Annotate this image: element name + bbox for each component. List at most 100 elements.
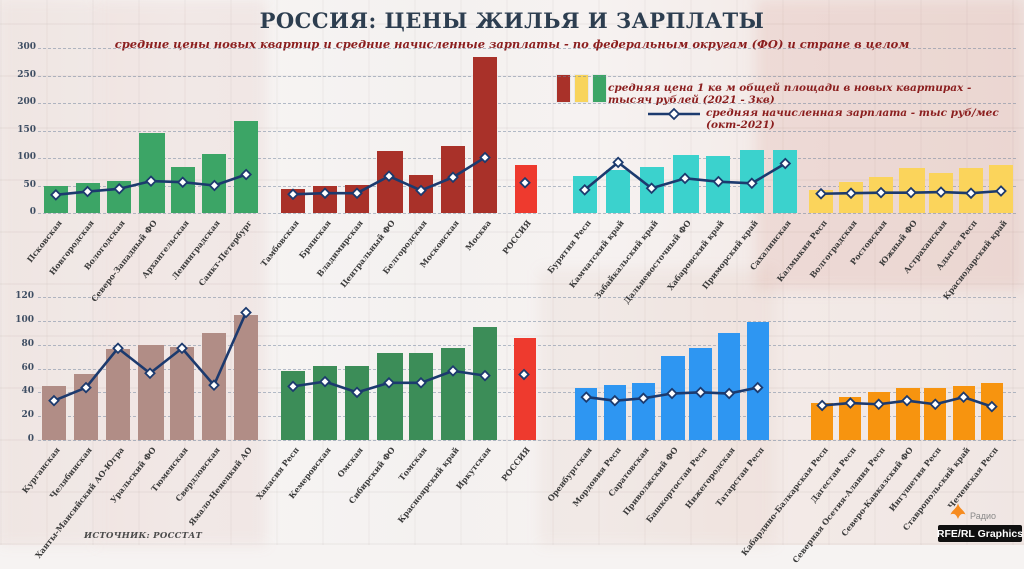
salary-line-siberia	[287, 365, 491, 399]
salary-marker	[319, 187, 331, 200]
salary-marker	[208, 379, 220, 392]
price-bar	[441, 348, 465, 440]
page-title: РОССИЯ: ЦЕНЫ ЖИЛЬЯ И ЗАРПЛАТЫ	[259, 8, 765, 33]
legend-salary-swatch	[648, 107, 700, 121]
legend-bar-swatch	[592, 74, 607, 103]
bar-group-fareast	[568, 48, 802, 213]
salary-line-fareast	[578, 156, 792, 196]
bar-group-russia-bottom	[514, 297, 536, 440]
salary-marker	[80, 381, 92, 394]
bar-group-caucasus	[808, 297, 1006, 440]
salary-line-russia-bottom	[518, 368, 530, 381]
price-bar	[139, 133, 165, 213]
bar-group-russia-top	[515, 48, 537, 213]
price-bar	[473, 57, 497, 213]
salary-line-russia-top	[519, 176, 531, 189]
price-bar	[606, 170, 631, 213]
bar-group-south	[806, 48, 1016, 213]
salary-marker	[351, 386, 363, 399]
rferl-torch-icon	[950, 503, 966, 519]
salary-marker	[723, 387, 736, 400]
salary-marker	[479, 151, 491, 164]
salary-marker	[712, 175, 725, 188]
salary-marker	[751, 381, 764, 394]
salary-marker	[935, 186, 947, 198]
salary-marker	[844, 397, 857, 409]
salary-marker	[645, 182, 658, 195]
price-bar	[170, 347, 194, 440]
credit-text: RFE/RL Graphics	[936, 527, 1024, 540]
bar-group-northwest	[40, 48, 262, 213]
salary-marker	[81, 185, 94, 198]
price-bar	[473, 326, 497, 440]
y-axis-tick: 20	[21, 410, 34, 421]
price-bar	[718, 332, 741, 440]
price-bar	[138, 345, 164, 440]
page-subtitle: средние цены новых квартир и средние нач…	[114, 37, 910, 51]
price-bar	[409, 353, 433, 440]
salary-marker	[901, 394, 913, 407]
legend-salary-label: средняя начисленная зарплата - тыс руб/м…	[706, 107, 999, 131]
salary-marker	[208, 179, 221, 192]
bar-group-volga	[572, 297, 772, 440]
salary-marker	[578, 184, 591, 196]
y-axis-tick: 150	[17, 124, 36, 135]
gridline	[38, 320, 1016, 322]
gridline	[38, 103, 1016, 104]
salary-marker	[957, 391, 970, 403]
salary-marker	[113, 182, 126, 195]
gridline	[38, 130, 1016, 132]
salary-marker	[240, 168, 253, 181]
salary-marker	[383, 170, 395, 183]
salary-marker	[383, 376, 395, 389]
y-axis-tick: 100	[15, 314, 34, 325]
gridline	[38, 48, 1016, 49]
legend-bar-swatch	[556, 74, 571, 103]
price-bar	[377, 353, 403, 440]
legend-price-swatch	[556, 74, 607, 103]
salary-marker	[176, 342, 188, 355]
radio-label: Радио	[970, 511, 996, 521]
price-bar	[839, 397, 862, 440]
salary-marker	[608, 394, 621, 407]
price-bar	[106, 349, 130, 440]
price-bar	[234, 120, 259, 213]
salary-marker	[415, 376, 427, 389]
gridline	[38, 158, 1016, 159]
salary-marker	[666, 387, 678, 400]
gridline	[38, 297, 1016, 298]
salary-marker	[518, 368, 530, 381]
y-axis-tick: 0	[29, 207, 36, 217]
y-axis-tick: 200	[17, 97, 36, 107]
salary-marker	[287, 380, 299, 393]
salary-marker	[905, 186, 917, 199]
gridline	[38, 75, 1016, 77]
source-note: ИСТОЧНИК: РОССТАТ	[84, 531, 203, 541]
y-axis-tick: 0	[27, 434, 34, 444]
salary-marker	[519, 176, 531, 189]
salary-marker	[479, 369, 491, 382]
y-axis-tick: 300	[17, 42, 36, 52]
salary-marker	[779, 157, 792, 170]
salary-marker	[415, 184, 427, 197]
salary-marker	[447, 171, 459, 184]
salary-marker	[49, 188, 62, 201]
gridline	[38, 440, 1016, 441]
y-axis-tick: 60	[21, 362, 34, 373]
price-bar	[809, 190, 833, 213]
salary-marker	[929, 398, 942, 411]
salary-marker	[319, 375, 331, 388]
salary-marker	[694, 386, 707, 399]
price-bar	[575, 387, 598, 440]
salary-marker	[112, 342, 124, 355]
salary-marker	[637, 392, 650, 405]
salary-marker	[875, 186, 887, 199]
salary-marker	[447, 365, 459, 377]
salary-marker	[48, 394, 60, 407]
price-bar	[811, 403, 834, 440]
bar-group-siberia	[277, 297, 501, 440]
salary-marker	[351, 187, 363, 200]
price-bar	[673, 154, 699, 213]
salary-marker	[145, 175, 157, 187]
salary-line-south	[815, 185, 1007, 200]
